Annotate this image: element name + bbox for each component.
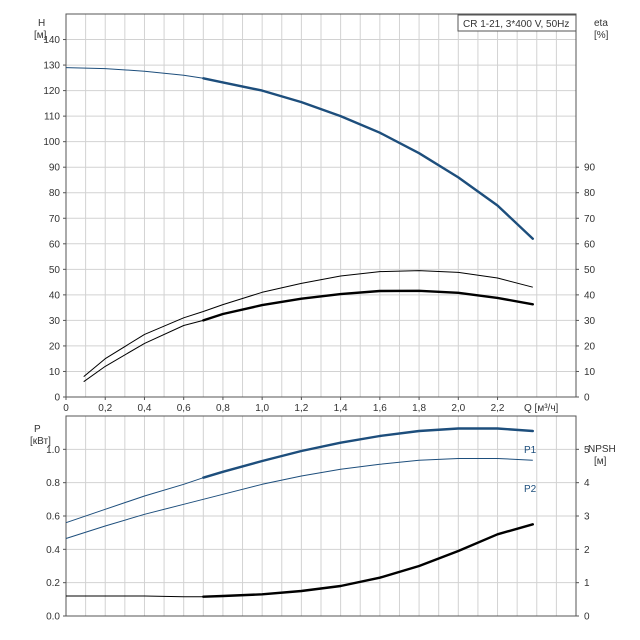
left-tick-label: 80	[49, 188, 61, 199]
x-tick-label: 1,4	[334, 403, 348, 414]
left-tick-label: 40	[49, 290, 61, 301]
left-tick-label: 0.6	[46, 512, 60, 523]
x-tick-label: 2,2	[491, 403, 505, 414]
x-tick-label: 2,0	[451, 403, 465, 414]
left-tick-label: 0.8	[46, 478, 60, 489]
series-line-bold	[202, 523, 534, 598]
left-tick-label: 30	[49, 316, 61, 327]
right-tick-label: 20	[584, 341, 596, 352]
right-tick-label: 1	[584, 578, 590, 589]
p2-series-label: P2	[524, 484, 537, 495]
eta-axis-label: eta	[594, 18, 608, 29]
right-tick-label: 4	[584, 478, 590, 489]
npsh-axis-label: NPSH	[588, 444, 616, 455]
series-line-bold	[202, 427, 534, 479]
series-line-bold	[202, 289, 534, 322]
x-tick-label: 0,6	[177, 403, 191, 414]
series-line-bold	[202, 77, 534, 240]
x-tick-label: 0,2	[98, 403, 112, 414]
flow-axis-label: Q [м³/ч]	[524, 403, 559, 414]
head-axis-label: H	[38, 18, 45, 29]
right-tick-label: 10	[584, 367, 596, 378]
left-tick-label: 130	[43, 61, 60, 72]
left-tick-label: 1.0	[46, 445, 60, 456]
p1-series-label: P1	[524, 445, 537, 456]
right-tick-label: 3	[584, 512, 590, 523]
series-line-thin	[83, 319, 204, 383]
right-tick-label: 50	[584, 265, 596, 276]
right-tick-label: 5	[584, 445, 590, 456]
left-tick-label: 140	[43, 35, 60, 46]
head-efficiency-panel: 0 10 20 30 40 50 60 70 80 90 100 110 120 130 140 0 10 20…	[34, 13, 609, 414]
flow-axis-ticks: 0 0,2 0,4 0,6 0,8 1,0 1,2 1,4 1,6 1,8 2,0 2,2	[63, 397, 505, 414]
power-axis-ticks: 0.0 0.2 0.4 0.6 0.8 1.0	[46, 445, 66, 623]
left-tick-label: 0.4	[46, 545, 60, 556]
left-tick-label: 120	[43, 86, 60, 97]
power-axis-label: P	[34, 424, 41, 435]
left-tick-label: 10	[49, 367, 61, 378]
right-tick-label: 2	[584, 545, 590, 556]
top-series	[65, 67, 534, 383]
right-tick-label: 80	[584, 188, 596, 199]
left-tick-label: 0.0	[46, 612, 60, 623]
power-axis-unit: [кВт]	[30, 436, 51, 447]
right-tick-label: 0	[584, 612, 590, 623]
series-line-thin	[65, 458, 533, 539]
right-tick-label: 60	[584, 239, 596, 250]
x-tick-label: 1,0	[255, 403, 269, 414]
left-tick-label: 90	[49, 163, 61, 174]
left-tick-label: 110	[44, 112, 60, 123]
bottom-series	[65, 427, 534, 598]
right-tick-label: 30	[584, 316, 596, 327]
left-tick-label: 70	[49, 214, 61, 225]
power-npsh-panel: 0.0 0.2 0.4 0.6 0.8 1.0 0 1 2 3 4 5 P [кВт] NPSH […	[30, 415, 616, 623]
x-tick-label: 1,2	[294, 403, 308, 414]
series-line-thin	[65, 67, 204, 79]
right-tick-label: 0	[584, 393, 590, 404]
left-tick-label: 20	[49, 341, 61, 352]
eta-axis-ticks: 0 10 20 30 40 50 60 70 80 90	[576, 163, 596, 404]
left-tick-label: 60	[49, 239, 61, 250]
right-tick-label: 40	[584, 290, 596, 301]
title-box	[457, 14, 577, 32]
x-tick-label: 1,8	[412, 403, 426, 414]
left-tick-label: 100	[43, 137, 60, 148]
series-line-thin	[83, 270, 533, 377]
x-tick-label: 1,6	[373, 403, 387, 414]
left-tick-label: 0.2	[46, 578, 60, 589]
series-line-thin	[66, 595, 204, 598]
right-tick-label: 90	[584, 163, 596, 174]
series-line-thin	[65, 477, 204, 524]
right-tick-label: 70	[584, 214, 596, 225]
x-tick-label: 0,4	[138, 403, 152, 414]
x-tick-label: 0	[63, 403, 69, 414]
head-axis-unit: [м]	[34, 30, 47, 41]
eta-axis-unit: [%]	[594, 30, 609, 41]
top-frame	[65, 13, 577, 398]
x-tick-label: 0,8	[216, 403, 230, 414]
npsh-axis-unit: [м]	[594, 456, 607, 467]
head-axis-ticks: 0 10 20 30 40 50 60 70 80 90 100 110 120 130 140	[43, 35, 66, 404]
left-tick-label: 0	[54, 393, 60, 404]
chart-title: CR 1-21, 3*400 V, 50Hz	[463, 19, 569, 30]
left-tick-label: 50	[49, 265, 61, 276]
npsh-axis-ticks: 0 1 2 3 4 5	[576, 445, 590, 623]
